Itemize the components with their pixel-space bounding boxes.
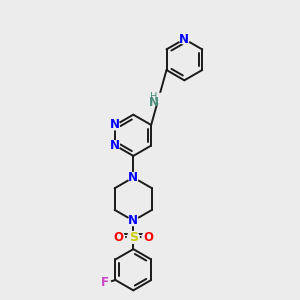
- Bar: [147, 93, 165, 102]
- Text: N: N: [110, 118, 119, 131]
- Text: N: N: [128, 214, 138, 227]
- Text: N: N: [149, 96, 159, 109]
- Circle shape: [99, 277, 111, 289]
- Text: F: F: [101, 277, 109, 290]
- Text: N: N: [110, 139, 119, 152]
- Circle shape: [113, 232, 124, 243]
- Circle shape: [110, 120, 119, 130]
- Circle shape: [179, 34, 189, 44]
- Circle shape: [128, 172, 138, 182]
- Text: O: O: [114, 231, 124, 244]
- Text: N: N: [179, 33, 189, 46]
- Text: S: S: [129, 231, 138, 244]
- Text: O: O: [143, 231, 153, 244]
- Circle shape: [128, 232, 139, 243]
- Circle shape: [142, 232, 154, 243]
- Text: H: H: [150, 92, 158, 101]
- Circle shape: [110, 141, 119, 151]
- Circle shape: [128, 216, 138, 226]
- Text: N: N: [128, 171, 138, 184]
